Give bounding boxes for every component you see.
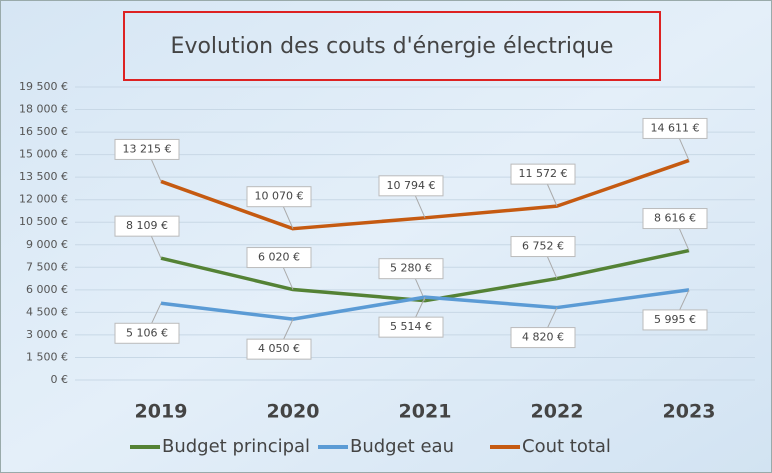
- y-tick-label: 3 000 €: [26, 328, 68, 341]
- data-label: 5 280 €: [390, 262, 432, 275]
- y-tick-label: 4 500 €: [26, 305, 68, 318]
- data-label-box: [246, 186, 312, 208]
- y-tick-label: 10 500 €: [19, 215, 68, 228]
- data-label-box: [510, 327, 576, 349]
- data-label: 6 020 €: [258, 251, 300, 264]
- data-label: 14 611 €: [651, 121, 700, 134]
- data-label-box: [510, 236, 576, 258]
- line: [160, 248, 690, 303]
- data-label: 4 050 €: [258, 342, 300, 355]
- x-tick-label: 2023: [663, 401, 716, 423]
- y-tick-label: 1 500 €: [26, 350, 68, 363]
- y-tick-label: 12 000 €: [19, 193, 68, 206]
- data-label-box: [378, 175, 444, 197]
- y-tick-label: 16 500 €: [19, 125, 68, 138]
- data-label-box: [510, 163, 576, 185]
- x-tick-label: 2020: [267, 401, 320, 423]
- data-label-box: [114, 322, 180, 344]
- data-label: 10 070 €: [255, 190, 304, 203]
- data-label: 11 572 €: [519, 167, 568, 180]
- data-label: 5 995 €: [654, 313, 696, 326]
- data-label-box: [246, 247, 312, 269]
- data-label-box: [642, 208, 708, 230]
- data-label: 5 106 €: [126, 326, 168, 339]
- title-box: [123, 11, 661, 81]
- data-label-box: [378, 258, 444, 280]
- data-label-box: [114, 215, 180, 237]
- data-label: 8 616 €: [654, 212, 696, 225]
- chart-title: Evolution des couts d'énergie électrique: [171, 34, 614, 59]
- data-label-box: [642, 309, 708, 331]
- x-tick-label: 2021: [399, 401, 452, 423]
- data-label: 8 109 €: [126, 219, 168, 232]
- legend-label: Cout total: [522, 436, 611, 457]
- y-tick-label: 7 500 €: [26, 260, 68, 273]
- data-label: 6 752 €: [522, 240, 564, 253]
- y-tick-label: 19 500 €: [19, 80, 68, 93]
- data-label-box: [246, 338, 312, 360]
- legend-label: Budget principal: [162, 436, 310, 457]
- data-label: 10 794 €: [387, 179, 436, 192]
- x-tick-label: 2019: [135, 401, 188, 423]
- x-tick-label: 2022: [531, 401, 584, 423]
- data-label: 13 215 €: [123, 142, 172, 155]
- y-tick-label: 0 €: [51, 373, 69, 386]
- data-label-box: [378, 316, 444, 338]
- y-tick-label: 13 500 €: [19, 170, 68, 183]
- data-label: 4 820 €: [522, 331, 564, 344]
- y-tick-label: 6 000 €: [26, 283, 68, 296]
- data-label: 5 514 €: [390, 320, 432, 333]
- legend-label: Budget eau: [350, 436, 454, 457]
- y-tick-label: 9 000 €: [26, 238, 68, 251]
- data-label-box: [114, 138, 180, 160]
- y-tick-label: 18 000 €: [19, 103, 68, 116]
- y-tick-label: 15 000 €: [19, 148, 68, 161]
- data-label-box: [642, 117, 708, 139]
